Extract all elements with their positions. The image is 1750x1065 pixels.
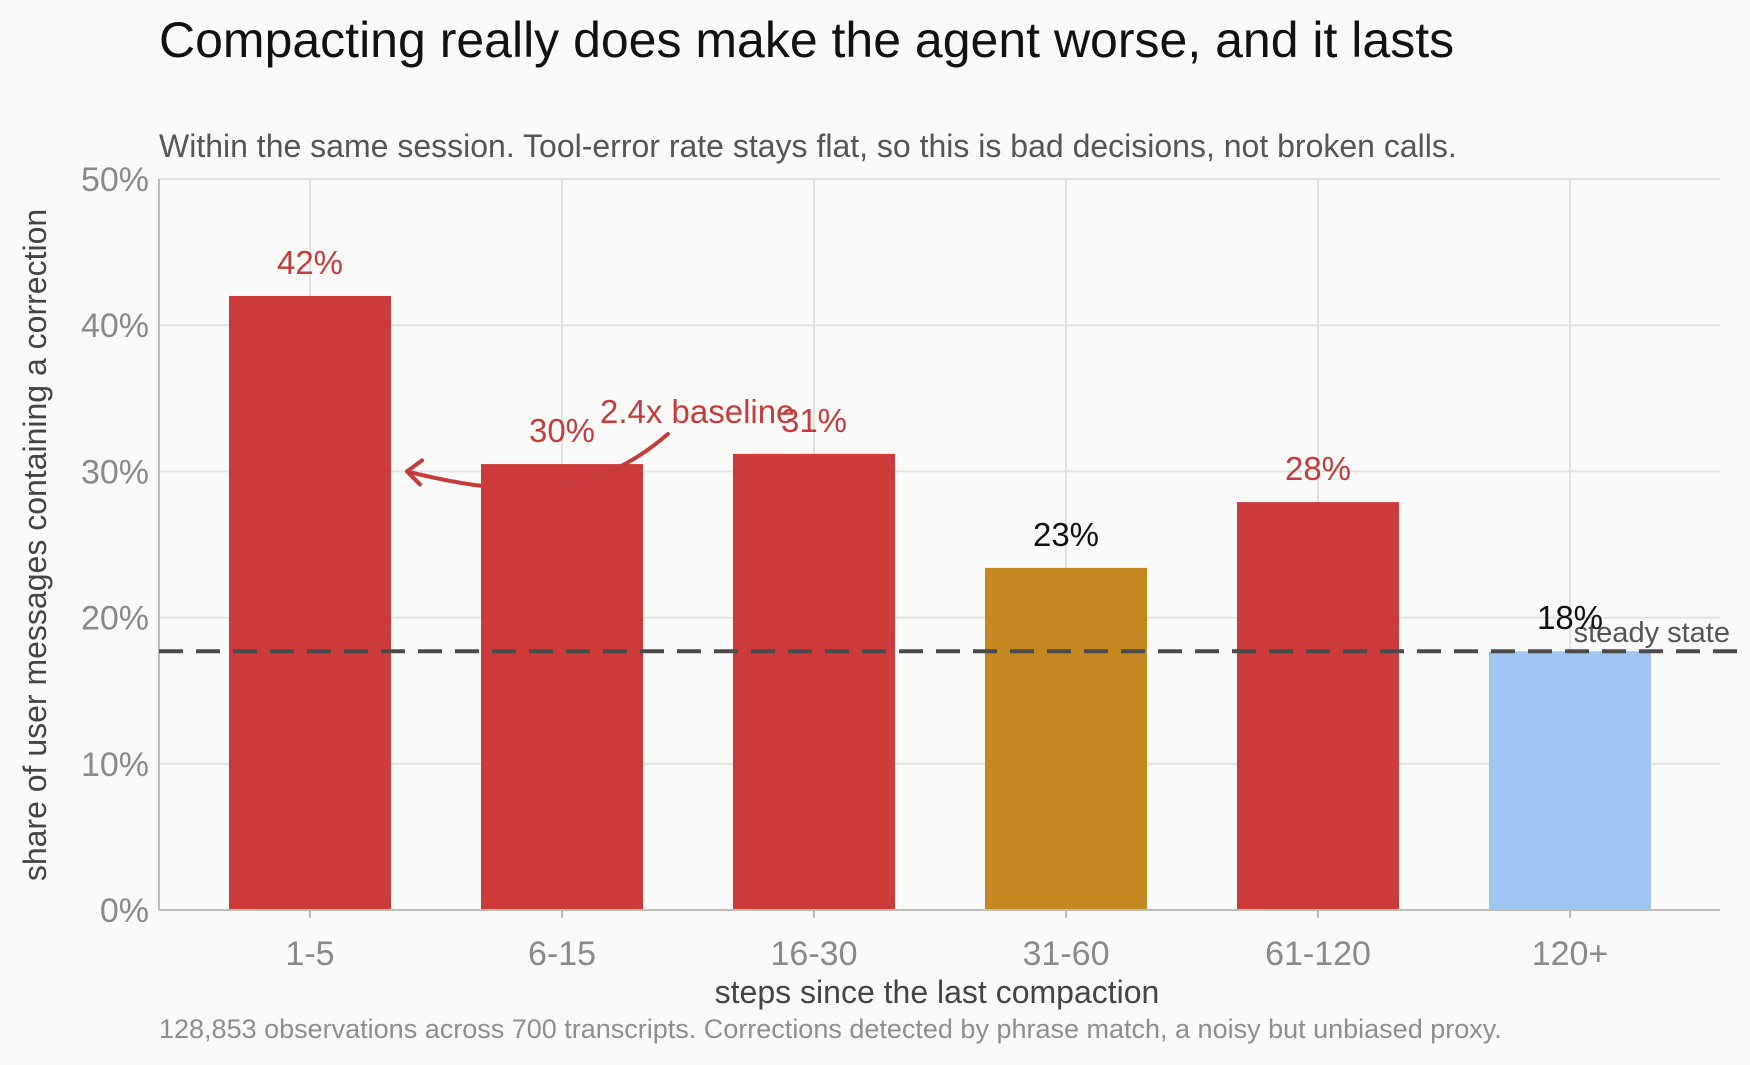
x-tick-label: 120+ [1532,935,1609,973]
chart-subtitle: Within the same session. Tool-error rate… [159,128,1457,164]
annotation-text: 2.4x baseline [600,393,794,430]
chart-footnote: 128,853 observations across 700 transcri… [159,1014,1502,1044]
axes: 0% 10% 20% 30% 40% 50% 1-5 6-15 16-30 31-60 61-120… [81,161,1720,973]
data-label: 18% [1537,599,1603,636]
chart-title: Compacting really does make the agent wo… [159,12,1454,68]
data-label: 31% [781,402,847,439]
annotation-arrow [405,432,670,491]
x-tick-label: 1-5 [285,935,334,973]
reference-line-label: steady state [1574,617,1730,649]
bar [1237,502,1399,910]
y-tick-label: 40% [81,307,149,345]
y-axis-title: share of user messages containing a corr… [17,209,53,881]
x-tick-label: 6-15 [528,935,596,973]
bars [229,295,1651,911]
bar [481,464,643,910]
data-labels: 42% 30% 31% 23% 28% 18% [277,244,1603,636]
x-tick-label: 61-120 [1265,935,1371,973]
x-tick-label: 16-30 [771,935,858,973]
bar [1489,651,1651,910]
x-axis-title: steps since the last compaction [715,974,1160,1010]
bar [229,295,391,911]
data-label: 23% [1033,516,1099,553]
bar [985,567,1147,910]
data-label: 30% [529,412,595,449]
bar [733,453,895,910]
y-tick-label: 20% [81,600,149,638]
annotation-arrowhead [405,458,424,487]
y-tick-label: 30% [81,453,149,491]
y-tick-label: 0% [100,892,149,930]
y-tick-label: 50% [81,161,149,199]
x-tick-label: 31-60 [1023,935,1110,973]
y-tick-label: 10% [81,746,149,784]
reference-line-group: steady state [159,617,1748,654]
annotation-group: 2.4x baseline [405,393,794,491]
data-label: 28% [1285,450,1351,487]
data-label: 42% [277,244,343,281]
